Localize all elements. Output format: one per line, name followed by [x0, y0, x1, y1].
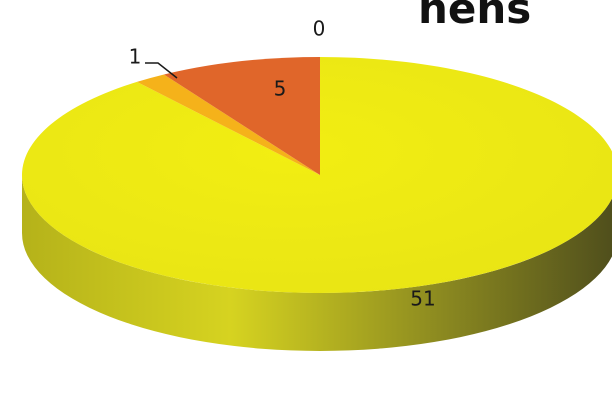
- slice-label-1: 1: [129, 45, 142, 69]
- slice-label-0: 0: [313, 17, 326, 41]
- leader-line-1: [145, 62, 178, 79]
- pie-side-wall: [22, 175, 612, 351]
- pie-slice-5: [163, 57, 320, 175]
- chart-title-fragment: nens: [418, 0, 532, 33]
- pie-side: [22, 175, 612, 351]
- slice-label-5: 5: [274, 77, 287, 101]
- pie-slice-1: [136, 74, 320, 175]
- slice-label-51: 51: [410, 287, 435, 311]
- pie-slice-51: [22, 57, 612, 293]
- pie-top: [22, 57, 612, 293]
- pie-labels: 51 1 5 0: [129, 17, 436, 311]
